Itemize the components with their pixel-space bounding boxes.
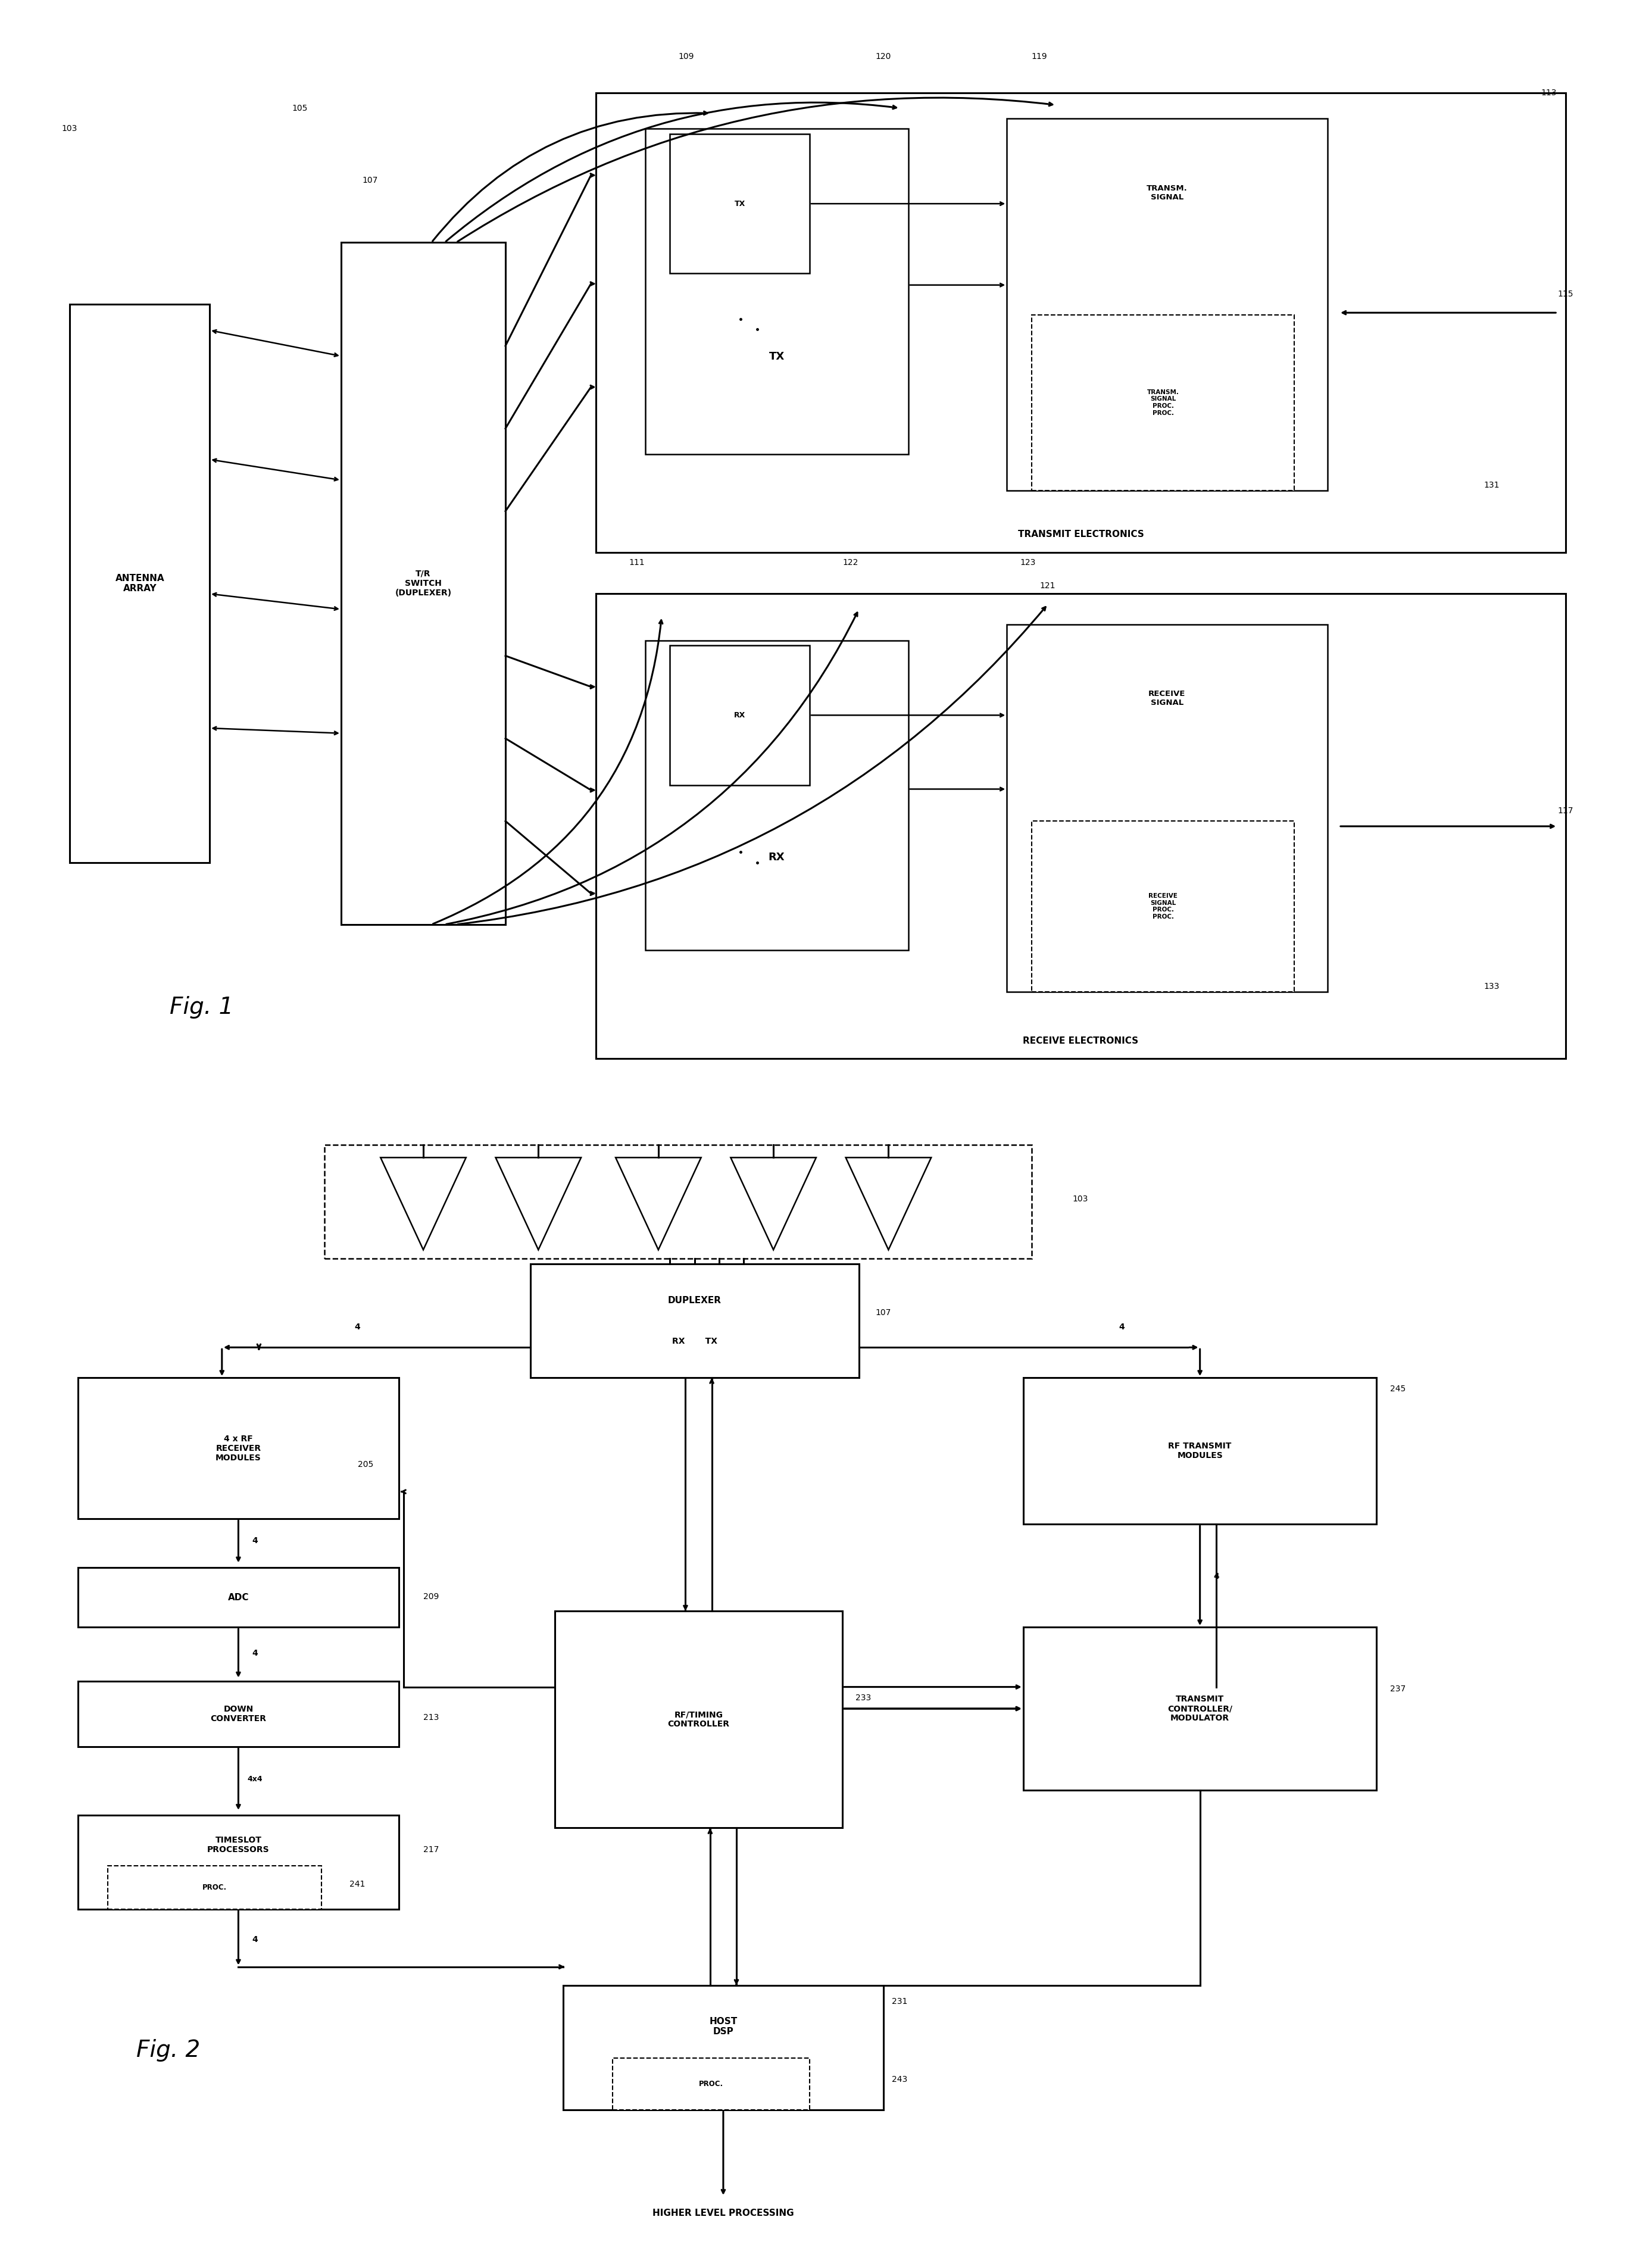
Text: 213: 213 (423, 1713, 439, 1722)
Bar (1006, 119, 1327, 489)
Bar (1031, 314, 1295, 489)
Text: T/R
SWITCH
(DUPLEXER): T/R SWITCH (DUPLEXER) (395, 570, 451, 597)
Text: PROC.: PROC. (202, 1884, 226, 1893)
Text: 119: 119 (1031, 52, 1047, 61)
Text: RX: RX (733, 712, 745, 718)
Text: 4: 4 (1214, 1571, 1219, 1580)
Bar (1031, 822, 1295, 992)
Bar (78, 1814, 398, 1908)
Text: 123: 123 (1019, 559, 1036, 568)
Bar (563, 1985, 884, 2110)
Text: RX: RX (768, 851, 785, 862)
Bar (1023, 1628, 1376, 1789)
Text: 4: 4 (251, 1650, 258, 1657)
Bar (1006, 624, 1327, 992)
Text: ANTENNA
ARRAY: ANTENNA ARRAY (116, 575, 164, 593)
Text: TRANSMIT ELECTRONICS: TRANSMIT ELECTRONICS (1018, 530, 1143, 539)
Bar (613, 2059, 809, 2110)
Text: Fig. 1: Fig. 1 (170, 997, 233, 1019)
Text: 113: 113 (1541, 88, 1556, 97)
Bar (69, 305, 210, 862)
Text: 209: 209 (423, 1592, 439, 1601)
Text: Fig. 2: Fig. 2 (137, 2038, 200, 2061)
Text: PROC.: PROC. (699, 2081, 724, 2088)
Text: 111: 111 (629, 559, 644, 568)
Text: HIGHER LEVEL PROCESSING: HIGHER LEVEL PROCESSING (653, 2209, 795, 2218)
Text: RECEIVE ELECTRONICS: RECEIVE ELECTRONICS (1023, 1037, 1138, 1046)
Text: 122: 122 (843, 559, 857, 568)
Text: TX: TX (733, 200, 745, 207)
Text: TX: TX (768, 350, 785, 361)
Text: TRANSM.
SIGNAL
PROC.
PROC.: TRANSM. SIGNAL PROC. PROC. (1146, 388, 1180, 415)
Text: 237: 237 (1389, 1686, 1406, 1693)
Text: 217: 217 (423, 1845, 439, 1854)
Text: TIMESLOT
PROCESSORS: TIMESLOT PROCESSORS (206, 1836, 269, 1854)
Bar (340, 242, 506, 925)
Text: TRANSMIT
CONTROLLER/
MODULATOR: TRANSMIT CONTROLLER/ MODULATOR (1168, 1695, 1232, 1722)
Text: 233: 233 (856, 1693, 871, 1702)
Text: 103: 103 (61, 126, 78, 132)
Bar (669, 135, 809, 274)
Text: DOWN
CONVERTER: DOWN CONVERTER (210, 1704, 266, 1724)
Text: RF TRANSMIT
MODULES: RF TRANSMIT MODULES (1168, 1441, 1232, 1459)
Text: 4: 4 (355, 1322, 360, 1331)
Bar (530, 1264, 859, 1378)
Text: 4x4: 4x4 (248, 1776, 263, 1783)
Text: 245: 245 (1389, 1385, 1406, 1392)
Text: 231: 231 (892, 1998, 907, 2005)
Text: 243: 243 (892, 2074, 907, 2083)
Bar (669, 647, 809, 786)
Text: 4: 4 (1118, 1322, 1125, 1331)
Text: 241: 241 (349, 1881, 365, 1888)
Text: 109: 109 (677, 52, 694, 61)
Text: RX       TX: RX TX (672, 1338, 717, 1345)
Text: TRANSM.
SIGNAL: TRANSM. SIGNAL (1146, 184, 1188, 202)
Text: 4: 4 (251, 1935, 258, 1944)
Text: 120: 120 (876, 52, 890, 61)
Bar (646, 640, 909, 950)
Text: 107: 107 (876, 1309, 890, 1318)
Text: HOST
DSP: HOST DSP (709, 2016, 737, 2036)
Text: 4 x RF
RECEIVER
MODULES: 4 x RF RECEIVER MODULES (215, 1435, 261, 1461)
Bar (555, 1612, 843, 1827)
Text: 105: 105 (292, 103, 307, 112)
Bar (78, 1682, 398, 1747)
Text: DUPLEXER: DUPLEXER (667, 1295, 722, 1304)
Text: 121: 121 (1039, 581, 1056, 590)
Text: 133: 133 (1483, 983, 1500, 990)
Text: 103: 103 (1072, 1194, 1089, 1203)
Bar (1023, 1378, 1376, 1524)
Text: 205: 205 (357, 1461, 373, 1468)
Text: RF/TIMING
CONTROLLER: RF/TIMING CONTROLLER (667, 1711, 730, 1729)
Bar (78, 1378, 398, 1520)
Bar (325, 1145, 1031, 1259)
Text: 117: 117 (1558, 806, 1573, 815)
Bar (78, 1567, 398, 1628)
Text: 131: 131 (1483, 480, 1500, 489)
Text: 4: 4 (251, 1536, 258, 1545)
Bar (596, 92, 1566, 552)
Bar (107, 1866, 322, 1908)
Text: 107: 107 (362, 177, 378, 184)
Text: ADC: ADC (228, 1594, 249, 1603)
Bar (646, 128, 909, 453)
Text: RECEIVE
SIGNAL: RECEIVE SIGNAL (1148, 689, 1186, 707)
Text: RECEIVE
SIGNAL
PROC.
PROC.: RECEIVE SIGNAL PROC. PROC. (1148, 894, 1178, 920)
Text: 115: 115 (1558, 290, 1573, 299)
Bar (596, 593, 1566, 1060)
